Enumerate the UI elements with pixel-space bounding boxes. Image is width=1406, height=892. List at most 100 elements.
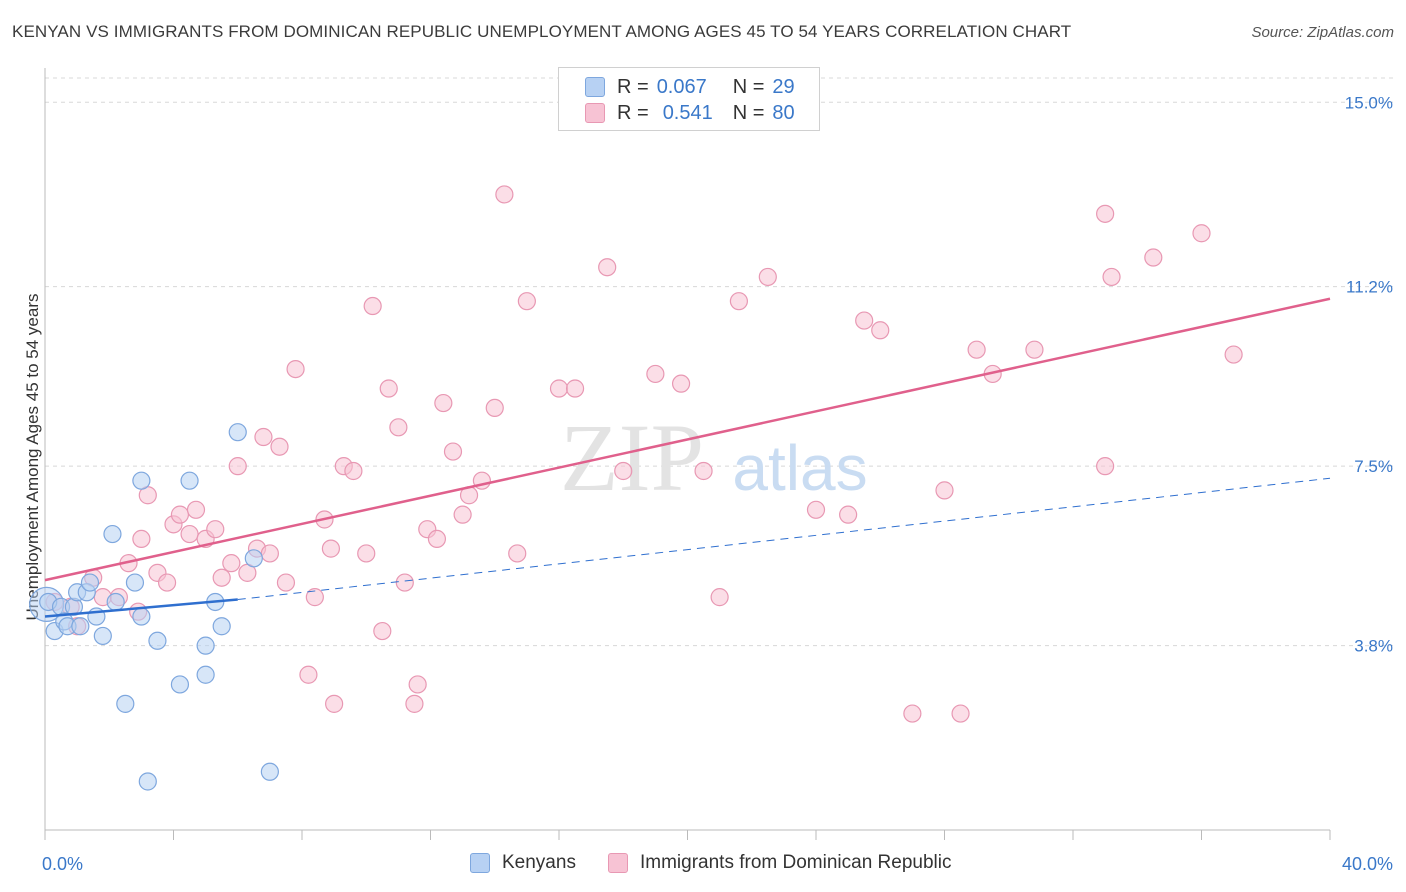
dominican-point — [434, 393, 453, 413]
dominican-point — [212, 568, 231, 587]
y-tick-label: 15.0% — [1345, 93, 1393, 112]
dominican-legend-swatch — [608, 853, 628, 873]
dominican-point — [453, 505, 472, 524]
dominican-r-value: 0.541 — [662, 101, 713, 124]
kenyan-point — [260, 762, 279, 781]
dominican-point — [276, 573, 296, 592]
dominican-point — [1192, 224, 1211, 243]
dominican-point — [344, 461, 363, 481]
n-label: N = — [732, 75, 765, 98]
dominican-point — [389, 418, 408, 437]
dominican-legend-label: Immigrants from Dominican Republic — [640, 852, 952, 873]
dominican-point — [1224, 345, 1243, 364]
dominican-point — [132, 529, 151, 549]
x-tick-label: 40.0% — [1342, 854, 1393, 874]
kenyan-point — [196, 665, 215, 684]
dominican-point — [646, 364, 665, 384]
x-tick-label: 0.0% — [42, 854, 83, 874]
dominican-point — [206, 520, 225, 539]
dominican-point — [565, 379, 585, 398]
dominican-point — [286, 359, 305, 379]
kenyans-r-value: 0.067 — [656, 75, 707, 98]
dominican-point — [1096, 457, 1115, 476]
dominican-point — [671, 374, 691, 393]
dominican-point — [1096, 204, 1115, 223]
dominican-point — [614, 461, 633, 481]
kenyan-point — [103, 524, 122, 544]
dominican-points — [45, 185, 1243, 723]
kenyan-point — [132, 607, 151, 626]
dominican-n-value: 80 — [772, 101, 795, 124]
kenyan-point — [93, 626, 112, 646]
source-label: Source: ZipAtlas.com — [1251, 24, 1394, 41]
trend-lines — [44, 297, 1331, 618]
kenyan-point — [138, 772, 157, 791]
r-label: R = — [617, 75, 649, 98]
axes — [44, 68, 1331, 840]
series-legend: Kenyans Immigrants from Dominican Republ… — [0, 852, 1406, 878]
kenyan-point — [132, 471, 151, 490]
kenyan-point — [71, 617, 90, 636]
dominican-point — [180, 524, 199, 544]
dominican-point — [935, 481, 954, 500]
dominican-point — [871, 321, 890, 340]
dominican-point — [222, 554, 241, 573]
dominican-point — [549, 379, 569, 398]
dominican-point — [598, 258, 617, 277]
dominican-point — [806, 500, 826, 519]
kenyans-legend-label: Kenyans — [502, 852, 576, 873]
dominican-point — [485, 398, 504, 418]
n-label: N = — [732, 101, 765, 124]
dominican-point — [170, 505, 190, 524]
dominican-point — [517, 292, 536, 311]
tick-labels: 3.8% 7.5% 11.2% 15.0% 0.0% 40.0% — [42, 93, 1393, 874]
dominican-point — [1025, 340, 1044, 359]
dominican-point — [508, 544, 527, 563]
dominican-point — [254, 427, 273, 447]
kenyan-point — [180, 471, 199, 490]
kenyan-point — [116, 694, 135, 713]
y-tick-label: 3.8% — [1354, 637, 1393, 656]
dominican-point — [373, 621, 392, 641]
dominican-point — [260, 544, 279, 563]
dominican-point — [408, 675, 427, 694]
legend-item-kenyans[interactable]: Kenyans — [470, 852, 576, 874]
dominican-point — [758, 267, 777, 287]
dominican-point — [186, 500, 206, 519]
dominican-point — [694, 461, 713, 481]
dominican-point — [1144, 248, 1163, 267]
dominican-point — [405, 694, 424, 713]
kenyan-point — [170, 675, 190, 694]
dominican-trend-line — [44, 297, 1331, 582]
watermark: ZIP atlas — [560, 404, 868, 511]
kenyan-point — [196, 636, 215, 655]
kenyan-point — [106, 592, 125, 612]
dominican-point — [270, 437, 289, 456]
dominican-point — [443, 442, 463, 461]
dominican-point — [363, 296, 382, 316]
kenyans-legend-swatch — [470, 853, 490, 873]
dominican-point — [839, 505, 858, 524]
dominican-point — [357, 544, 376, 563]
dominican-point — [157, 573, 177, 592]
kenyan-point — [244, 549, 263, 568]
legend-item-dominican[interactable]: Immigrants from Dominican Republic — [608, 852, 952, 874]
kenyan-point — [228, 423, 247, 442]
legend-row-dominican: R = 0.541 N = 80 — [585, 101, 795, 125]
dominican-point — [228, 457, 247, 476]
kenyan-point — [212, 617, 231, 636]
dominican-point — [710, 588, 729, 607]
legend-row-kenyans: R = 0.067 N = 29 — [585, 75, 795, 99]
dominican-point — [855, 311, 874, 330]
r-label: R = — [617, 101, 649, 124]
dominican-point — [321, 539, 341, 558]
watermark-atlas: atlas — [732, 432, 867, 504]
kenyan-trend-line — [44, 598, 238, 618]
dominican-point — [299, 665, 318, 684]
kenyan-point — [148, 631, 167, 650]
kenyan-points — [29, 423, 279, 791]
chart-title: KENYAN VS IMMIGRANTS FROM DOMINICAN REPU… — [12, 22, 1072, 41]
watermark-zip: ZIP — [560, 404, 704, 511]
y-tick-label: 7.5% — [1354, 457, 1393, 476]
